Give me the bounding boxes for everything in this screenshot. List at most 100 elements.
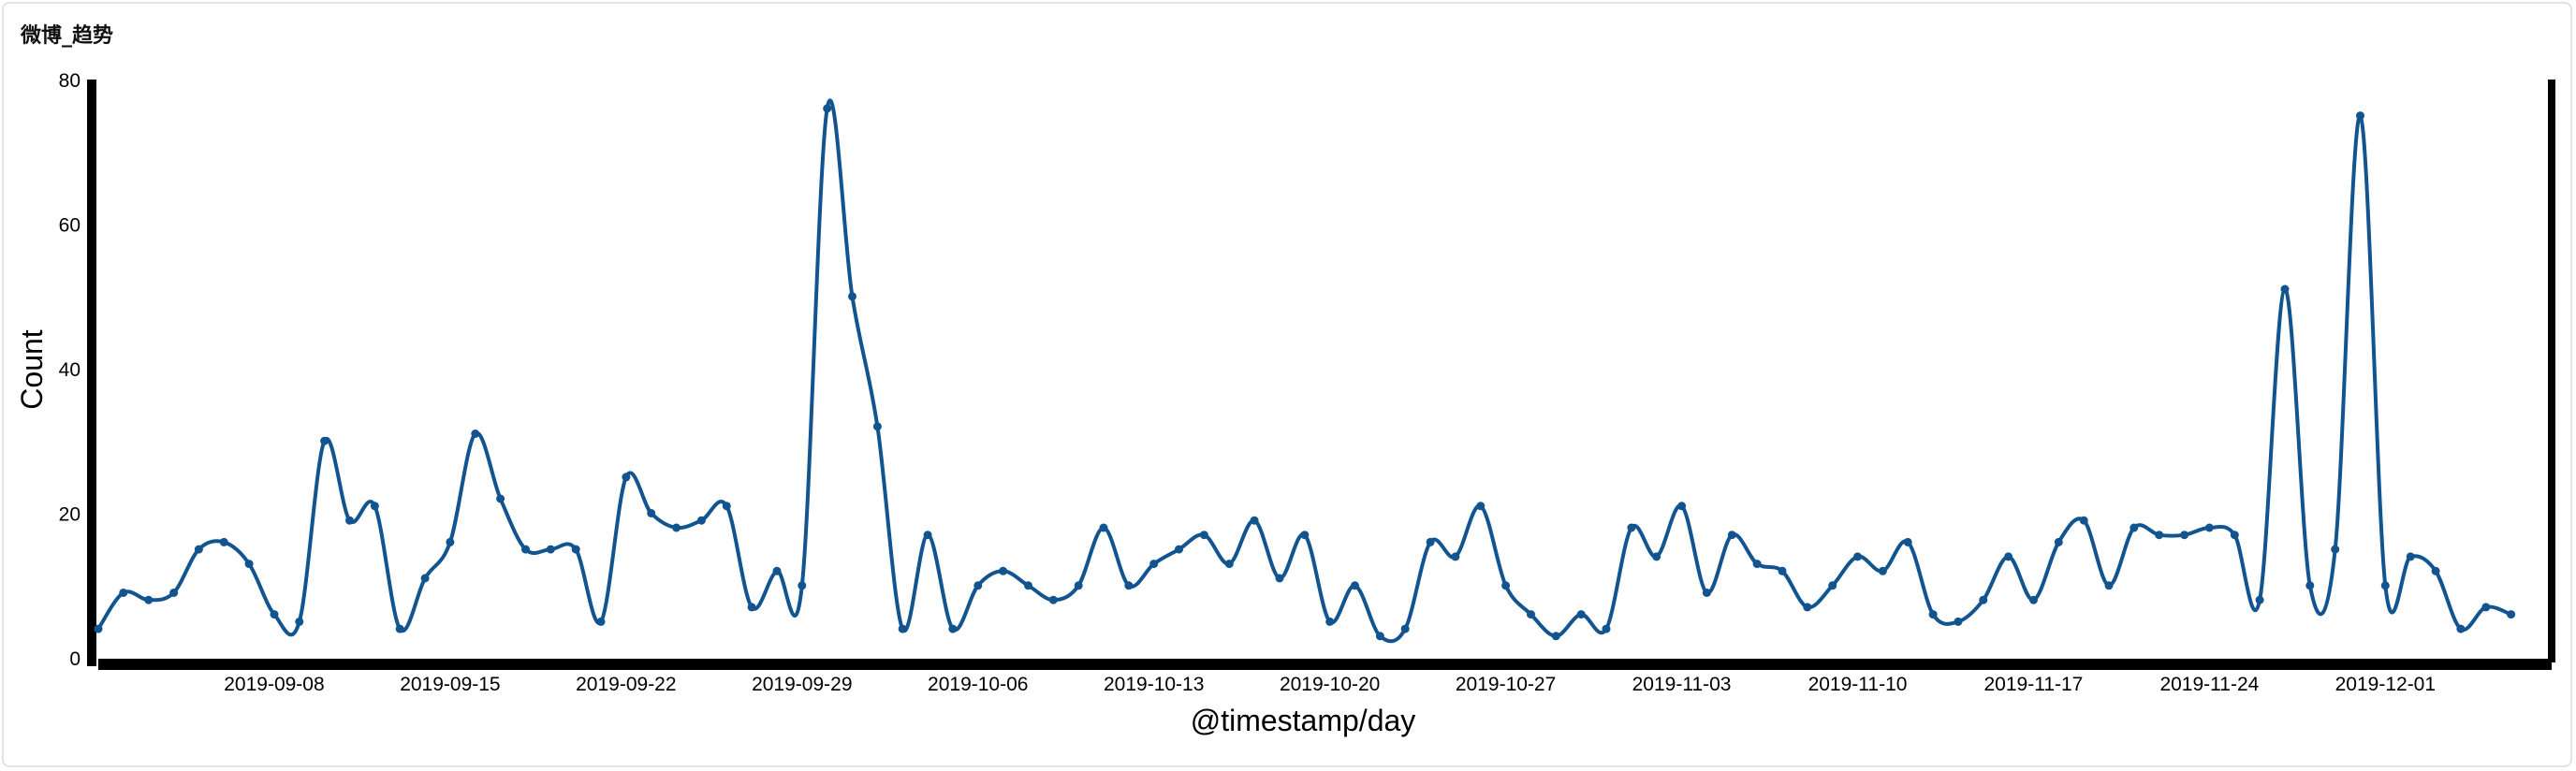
data-point [647,509,656,517]
data-point [270,610,279,619]
data-point [571,545,580,554]
data-point [2356,111,2364,121]
data-point [1476,502,1486,511]
data-point [119,589,128,597]
series-line [96,98,2512,644]
data-point [1250,516,1259,525]
data-point [1727,531,1736,540]
data-point [2305,581,2315,590]
data-point [1828,581,1837,590]
x-axis: 2019-09-08 2019-09-15 2019-09-22 2019-09-29… [98,659,2552,695]
y-tick-label: 20 [59,504,80,526]
data-point [244,560,254,569]
y-tick-label: 60 [59,215,80,237]
y-tick-label: 40 [59,359,80,381]
x-tick-label: 2019-12-01 [2335,674,2436,695]
data-point [2380,581,2390,590]
data-point [923,531,932,540]
data-point [1426,537,1435,546]
data-point [395,624,404,633]
data-point [1954,617,1963,626]
data-point [2155,531,2164,540]
x-tick-label: 2019-10-13 [1104,674,1204,695]
data-point [1351,581,1359,590]
x-tick-label: 2019-11-17 [1984,674,2084,695]
data-point [1979,595,1988,604]
data-point [672,523,681,532]
data-point [1451,552,1460,561]
data-point [747,603,756,612]
data-point [2431,566,2440,575]
data-point [295,617,304,626]
data-point [420,574,430,583]
x-tick-label: 2019-10-06 [928,674,1028,695]
data-point [1602,624,1611,633]
x-tick-label: 2019-11-03 [1632,674,1732,695]
data-point [2104,581,2114,590]
data-point [1903,537,1912,546]
data-point [1300,531,1310,540]
data-point [999,566,1008,575]
data-point [1652,552,1661,561]
plot-area [94,98,2516,644]
data-point [169,589,179,597]
data-point [1551,632,1560,641]
data-point [1803,603,1812,612]
data-point [898,624,907,633]
data-point [1199,531,1208,540]
y-axis-title: Count [15,329,49,410]
data-point [1074,581,1083,590]
data-point [596,617,606,626]
data-point [320,436,329,445]
data-point [1224,560,1234,569]
data-point [1576,610,1586,619]
x-tick-label: 2019-09-08 [224,674,324,695]
data-point [194,545,203,554]
data-point [1149,560,1159,569]
data-point [696,516,706,525]
data-point [521,545,530,554]
y-tick-label: 0 [69,648,80,670]
data-point [1099,523,1108,532]
data-point [2204,523,2214,532]
data-point [1878,566,1887,575]
data-point [2004,552,2013,561]
data-point [1400,624,1410,633]
data-point [848,292,856,301]
data-point [1677,502,1687,511]
data-point [1124,581,1134,590]
data-point [1375,632,1384,641]
data-point [2255,595,2264,604]
data-point [1024,581,1032,590]
data-point [2230,531,2239,540]
data-point [1627,523,1636,532]
data-point [622,473,631,482]
data-point [973,581,983,590]
data-point [948,624,958,633]
data-point [1702,589,1711,597]
data-point [94,624,103,633]
data-point [1501,581,1511,590]
data-point [2180,531,2189,540]
panel-title: 微博_趋势 [21,24,114,48]
x-tick-label: 2019-11-10 [1808,674,1908,695]
data-point [823,104,832,113]
data-point [2079,516,2088,525]
x-tick-label: 2019-10-27 [1456,674,1556,695]
x-tick-label: 2019-11-24 [2159,674,2259,695]
data-point [1853,552,1862,561]
data-point [2280,284,2290,294]
data-point [1527,610,1535,619]
data-point [2054,537,2063,546]
data-point [1928,610,1938,619]
x-axis-title: @timestamp/day [1191,704,1416,737]
data-point [2029,595,2038,604]
data-point [722,502,731,511]
data-point [1175,545,1183,554]
data-point [2130,523,2139,532]
data-point [471,429,480,438]
data-point [446,537,455,546]
data-point [2406,552,2415,561]
x-tick-label: 2019-09-29 [752,674,852,695]
